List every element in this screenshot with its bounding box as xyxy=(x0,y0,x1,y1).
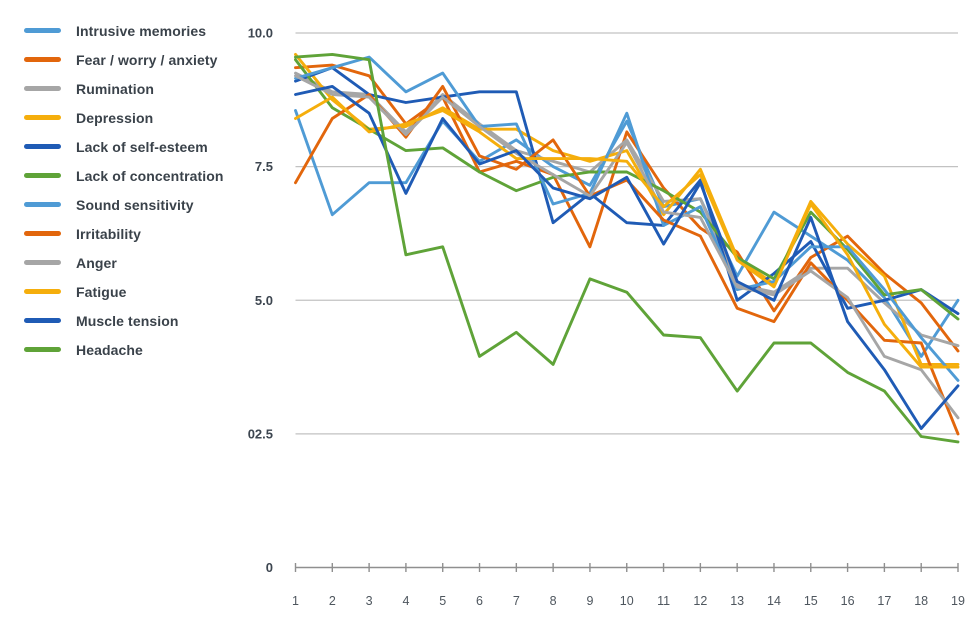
series-line-fatigue xyxy=(294,95,960,369)
legend-item-muscle-tension[interactable]: Muscle tension xyxy=(24,306,224,335)
legend-swatch-icon xyxy=(24,231,61,236)
legend-swatch-icon xyxy=(24,28,61,33)
legend-item-intrusive-memories[interactable]: Intrusive memories xyxy=(24,16,224,45)
x-axis-tick-label: 9 xyxy=(586,594,593,608)
x-axis-tick-label: 7 xyxy=(513,594,520,608)
legend-item-label: Lack of self-esteem xyxy=(76,138,208,155)
series-line-anger xyxy=(294,74,960,420)
legend-item-label: Fear / worry / anxiety xyxy=(76,51,218,68)
legend-item-headache[interactable]: Headache xyxy=(24,335,224,364)
legend-item-label: Headache xyxy=(76,341,143,358)
x-axis-tick-label: 4 xyxy=(402,594,409,608)
legend-item-label: Rumination xyxy=(76,80,154,97)
series-line-rumination xyxy=(294,71,960,348)
legend-swatch-icon xyxy=(24,318,61,323)
y-axis-tick-label: 02.5 xyxy=(248,426,273,441)
legend-swatch-icon xyxy=(24,260,61,265)
legend-item-anger[interactable]: Anger xyxy=(24,248,224,277)
x-axis-tick-label: 16 xyxy=(841,594,855,608)
x-axis-tick-label: 6 xyxy=(476,594,483,608)
series-line-intrusive-memories xyxy=(294,109,960,358)
x-axis-tick-label: 18 xyxy=(914,594,928,608)
legend-item-depression[interactable]: Depression xyxy=(24,103,224,132)
x-axis-tick-label: 10 xyxy=(620,594,634,608)
legend-swatch-icon xyxy=(24,57,61,62)
legend-item-lack-of-concentration[interactable]: Lack of concentration xyxy=(24,161,224,190)
legend-swatch-icon xyxy=(24,144,61,149)
legend-item-label: Muscle tension xyxy=(76,312,179,329)
legend-swatch-icon xyxy=(24,115,61,120)
y-axis-tick-label: 5.0 xyxy=(255,293,273,308)
legend-item-irritability[interactable]: Irritability xyxy=(24,219,224,248)
legend-swatch-icon xyxy=(24,86,61,91)
x-axis-tick-label: 5 xyxy=(439,594,446,608)
legend-swatch-icon xyxy=(24,289,61,294)
legend-item-lack-of-self-esteem[interactable]: Lack of self-esteem xyxy=(24,132,224,161)
legend-item-label: Irritability xyxy=(76,225,141,242)
x-axis-tick-label: 17 xyxy=(877,594,891,608)
x-axis-tick-label: 11 xyxy=(657,594,670,608)
x-axis-tick-label: 2 xyxy=(329,594,336,608)
legend-item-label: Lack of concentration xyxy=(76,167,224,184)
legend-item-label: Intrusive memories xyxy=(76,22,207,39)
legend-item-label: Sound sensitivity xyxy=(76,196,194,213)
legend-item-fatigue[interactable]: Fatigue xyxy=(24,277,224,306)
x-axis-tick-label: 12 xyxy=(693,594,707,608)
legend-item-label: Anger xyxy=(76,254,117,271)
legend-item-label: Fatigue xyxy=(76,283,127,300)
series-line-sound-sensitivity xyxy=(294,55,960,382)
series-line-depression xyxy=(294,52,960,366)
legend-item-sound-sensitivity[interactable]: Sound sensitivity xyxy=(24,190,224,219)
legend-item-label: Depression xyxy=(76,109,154,126)
x-axis-tick-label: 14 xyxy=(767,594,781,608)
x-axis-tick-label: 15 xyxy=(804,594,818,608)
y-axis-tick-label: 0 xyxy=(266,560,273,575)
y-axis-tick-label: 10.0 xyxy=(248,26,273,41)
legend-item-rumination[interactable]: Rumination xyxy=(24,74,224,103)
legend-item-fear-worry-anxiety[interactable]: Fear / worry / anxiety xyxy=(24,45,224,74)
legend-swatch-icon xyxy=(24,173,61,178)
x-axis-tick-label: 19 xyxy=(951,594,965,608)
legend-swatch-icon xyxy=(24,202,61,207)
x-axis-tick-label: 13 xyxy=(730,594,744,608)
x-axis-tick-label: 1 xyxy=(292,594,299,608)
chart-legend: Intrusive memories Fear / worry / anxiety… xyxy=(24,16,224,364)
series-line-headache xyxy=(294,52,960,444)
series-line-lack-of-self-esteem xyxy=(294,66,960,316)
x-axis-tick-label: 8 xyxy=(550,594,557,608)
x-axis-tick-label: 3 xyxy=(366,594,373,608)
legend-swatch-icon xyxy=(24,347,61,352)
y-axis-tick-label: 7.5 xyxy=(255,159,273,174)
series-line-muscle-tension xyxy=(294,84,960,430)
series-line-fear-worry-anxiety xyxy=(294,63,960,353)
series-line-lack-of-concentration xyxy=(294,58,960,321)
